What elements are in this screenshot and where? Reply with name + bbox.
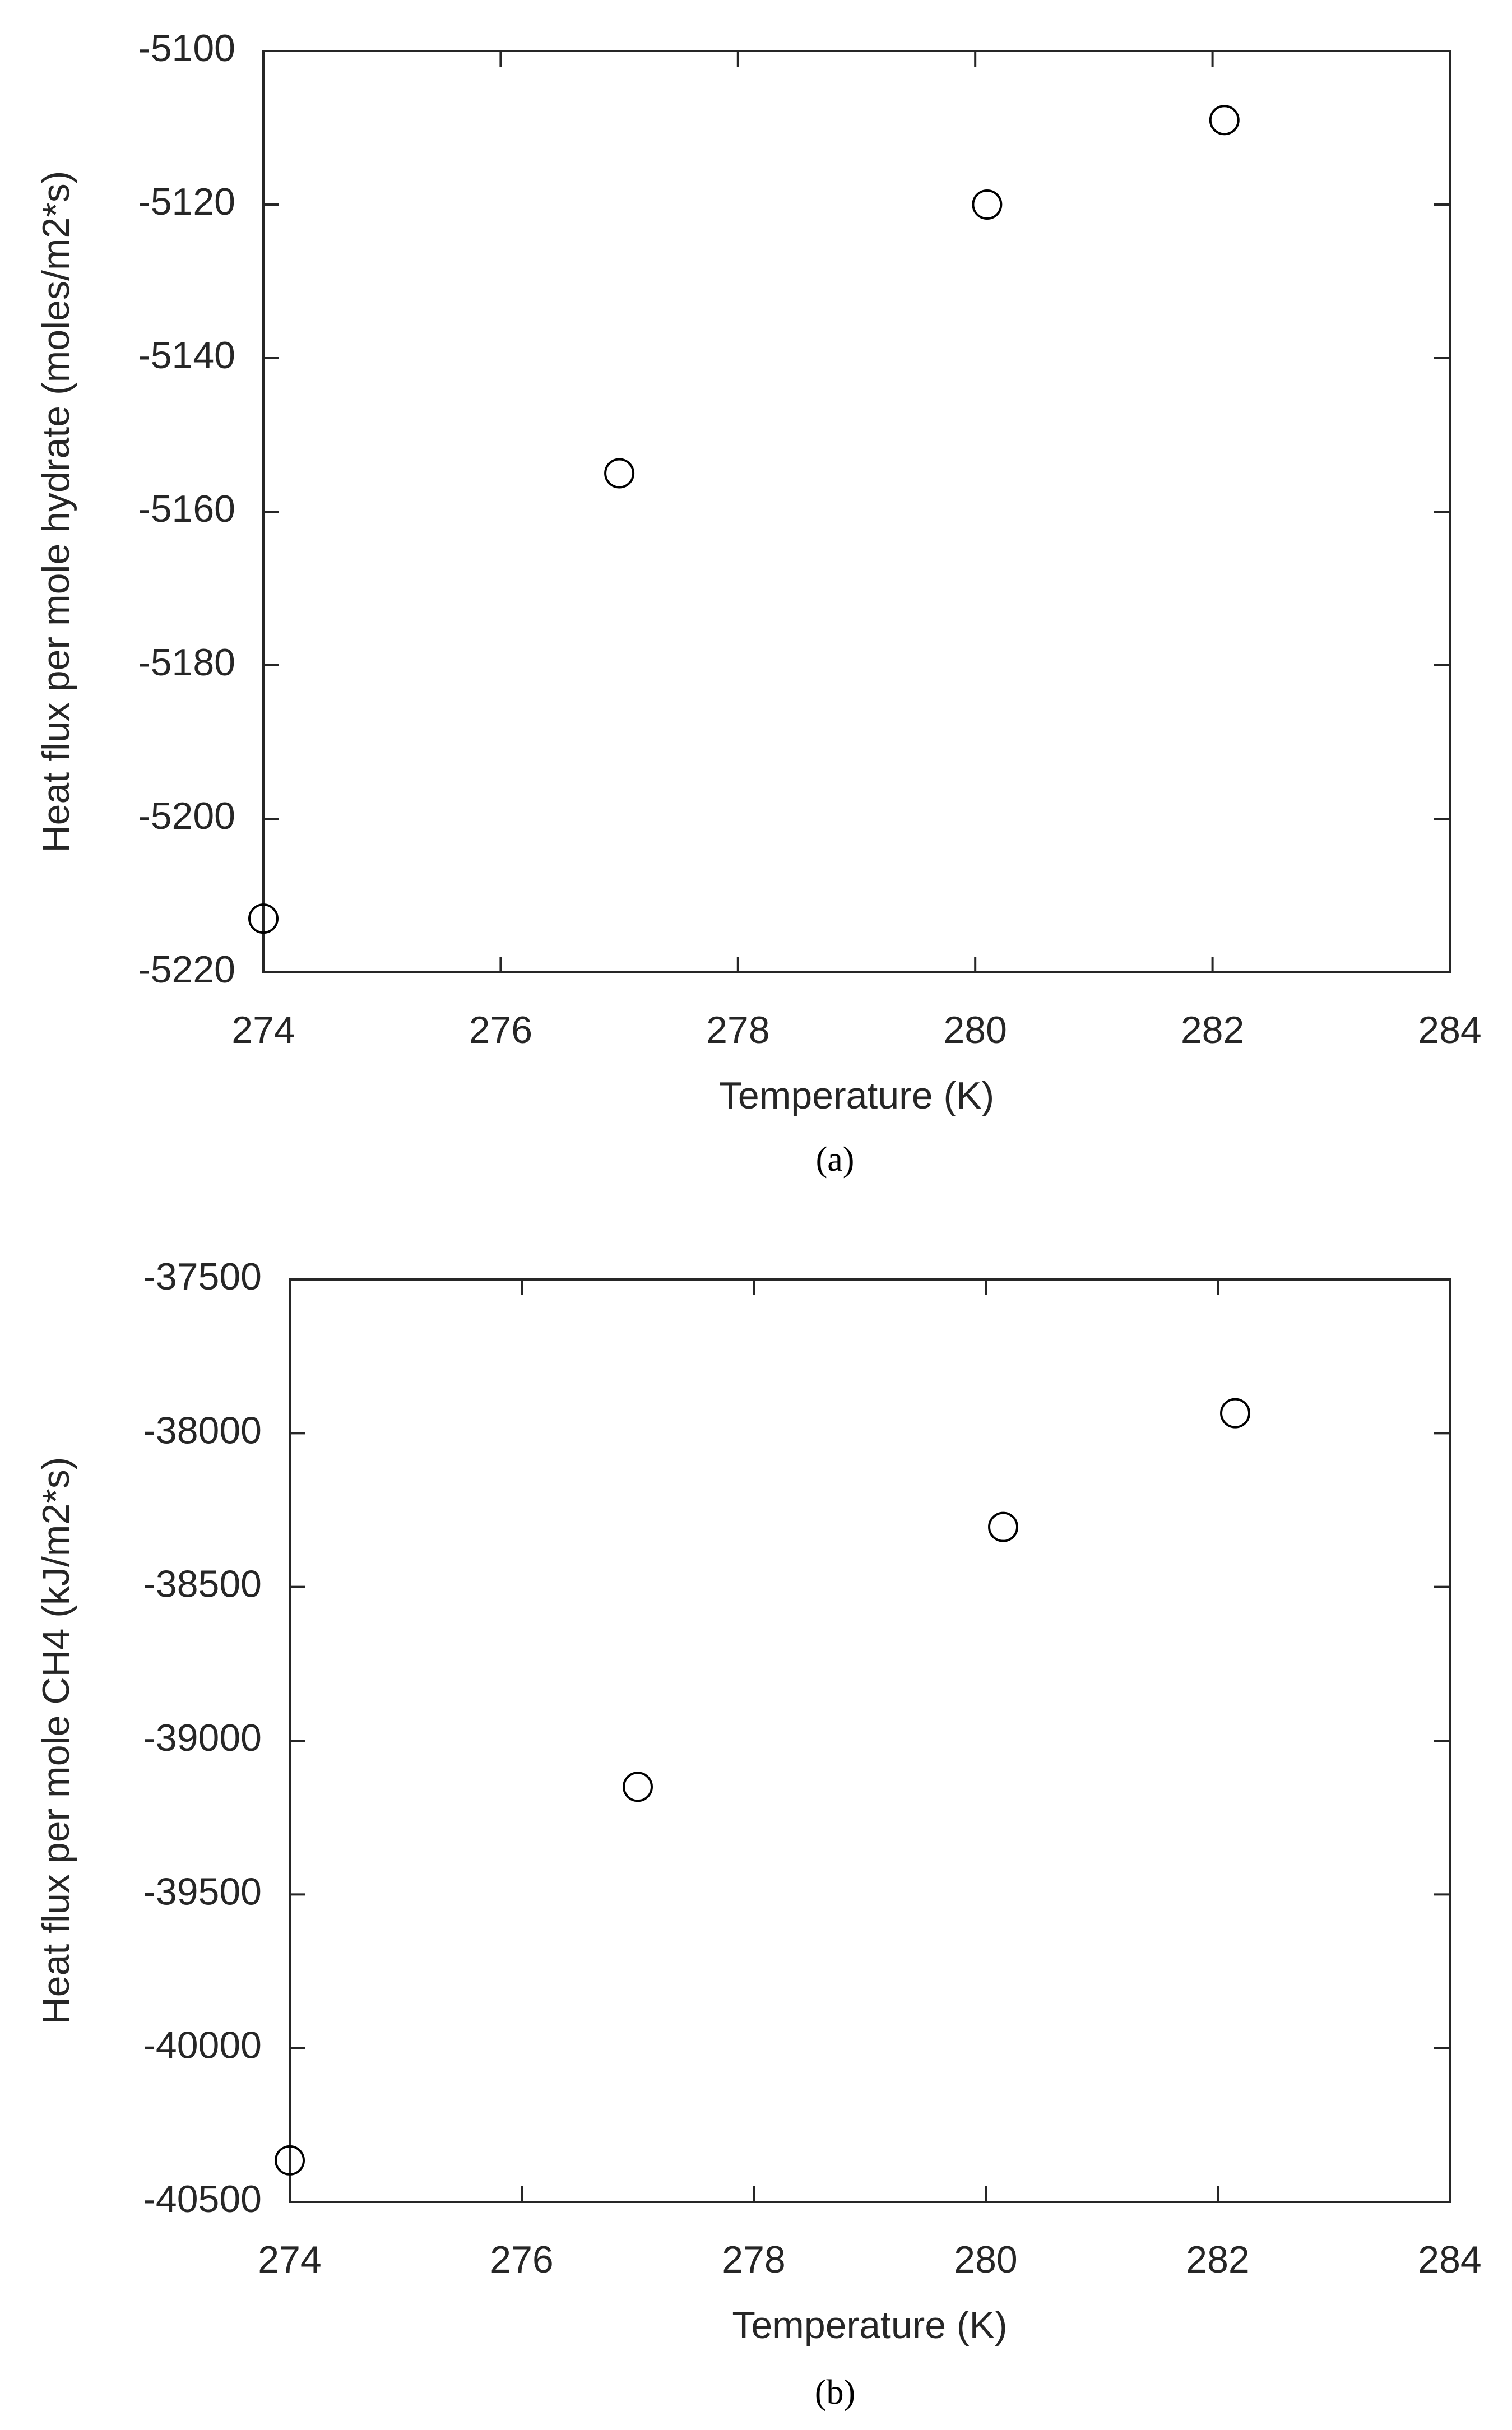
data-point	[972, 189, 1003, 220]
plot-frame	[262, 50, 1451, 973]
y-tick-label: -39500	[143, 1870, 262, 1913]
x-tick-label: 276	[490, 2238, 553, 2281]
y-tick-label: -5160	[138, 488, 235, 530]
x-axis-label: Temperature (K)	[732, 2304, 1007, 2346]
y-tick-label: -38500	[143, 1563, 262, 1606]
x-tick-label: 278	[706, 1009, 769, 1051]
data-point	[1209, 105, 1240, 136]
y-tick-label: -5180	[138, 641, 235, 684]
data-point	[275, 2145, 305, 2176]
y-tick-label: -5100	[138, 27, 235, 69]
x-tick-label: 284	[1418, 1009, 1481, 1051]
y-axis-label: Heat flux per mole hydrate (moles/m2*s)	[35, 171, 77, 853]
y-tick-label: -40000	[143, 2024, 262, 2067]
x-tick-label: 282	[1181, 1009, 1244, 1051]
data-point	[1220, 1398, 1251, 1429]
x-tick-label: 278	[722, 2238, 785, 2281]
data-point	[988, 1511, 1019, 1542]
y-tick-label: -40500	[143, 2178, 262, 2220]
x-tick-label: 284	[1418, 2238, 1481, 2281]
y-tick-label: -38000	[143, 1409, 262, 1451]
x-tick-label: 276	[469, 1009, 532, 1051]
data-point	[248, 903, 279, 934]
y-tick-label: -5120	[138, 180, 235, 223]
caption: (b)	[815, 2373, 855, 2412]
x-tick-label: 274	[231, 1009, 295, 1051]
data-point	[623, 1772, 653, 1802]
plot-frame	[289, 1278, 1451, 2203]
y-tick-label: -5200	[138, 795, 235, 837]
x-tick-label: 280	[943, 1009, 1007, 1051]
y-tick-label: -37500	[143, 1255, 262, 1298]
data-point	[604, 458, 635, 489]
y-tick-label: -5220	[138, 948, 235, 991]
x-axis-label: Temperature (K)	[719, 1074, 994, 1117]
y-tick-label: -5140	[138, 334, 235, 377]
x-tick-label: 280	[954, 2238, 1017, 2281]
x-tick-label: 274	[258, 2238, 321, 2281]
x-tick-label: 282	[1186, 2238, 1249, 2281]
caption: (a)	[816, 1140, 855, 1179]
y-tick-label: -39000	[143, 1717, 262, 1759]
y-axis-label: Heat flux per mole CH4 (kJ/m2*s)	[35, 1457, 77, 2025]
